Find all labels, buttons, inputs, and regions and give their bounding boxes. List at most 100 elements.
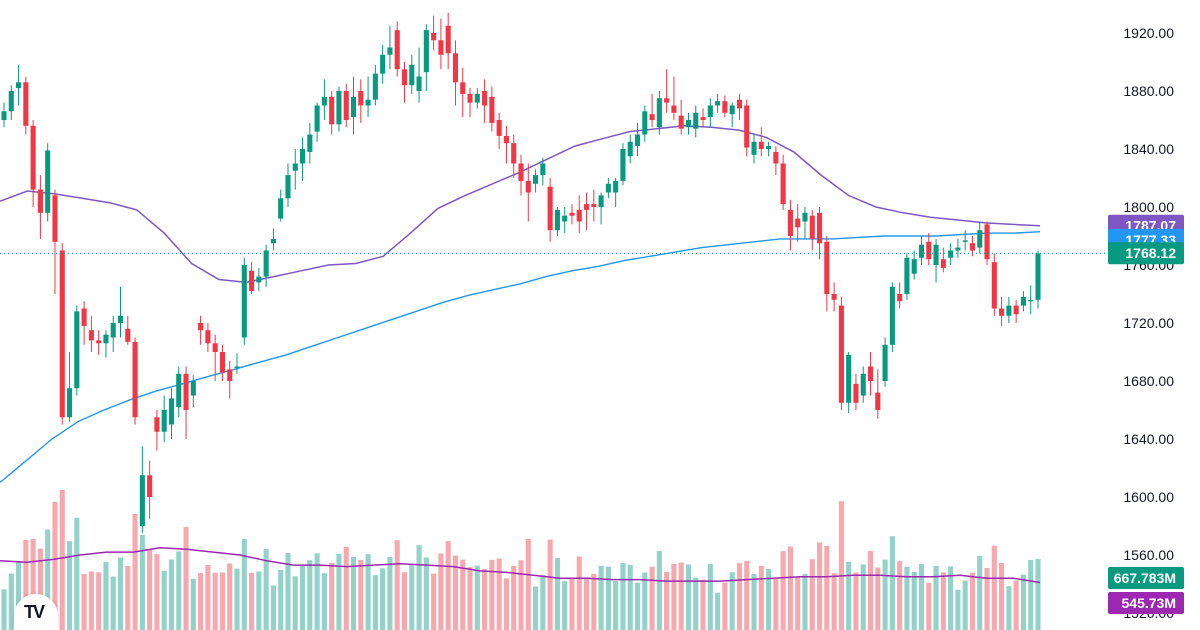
candle <box>212 334 218 381</box>
volume-bar <box>569 577 575 630</box>
volume-bar <box>867 551 874 630</box>
candle-body <box>132 341 138 418</box>
volume-bars <box>1 490 1041 630</box>
volume-bar <box>241 539 247 630</box>
volume-bar <box>1035 559 1041 630</box>
volume-bar <box>1006 586 1012 630</box>
candle-body <box>642 111 648 135</box>
volume-bar <box>518 560 524 630</box>
candle-body <box>882 344 888 381</box>
candle-body <box>270 238 276 244</box>
candle <box>365 76 371 118</box>
volume-bar <box>744 561 750 630</box>
candle-body <box>955 247 961 251</box>
candle <box>329 91 335 135</box>
candle-body <box>940 259 946 268</box>
volume-bar <box>780 551 786 630</box>
candle-body <box>576 209 582 222</box>
volume-bar <box>693 577 699 630</box>
candle-body <box>96 340 102 344</box>
candle <box>37 175 43 239</box>
volume-bar <box>613 581 619 630</box>
candle <box>445 12 451 70</box>
volume-bar <box>940 572 946 630</box>
candle-body <box>482 91 488 106</box>
tradingview-logo[interactable]: TV <box>14 594 58 630</box>
candle <box>802 207 808 239</box>
volume-bar <box>74 517 80 630</box>
candle-body <box>977 230 983 248</box>
candle <box>751 134 757 164</box>
candle-body <box>664 98 670 103</box>
candle-body <box>780 163 786 205</box>
candle-body <box>540 163 546 176</box>
candle <box>16 64 22 106</box>
candle <box>533 169 539 193</box>
candle <box>736 93 742 120</box>
candle-body <box>474 93 480 103</box>
volume-bar <box>948 566 954 630</box>
candle-body <box>824 241 830 294</box>
price-badge-bg <box>1108 592 1184 614</box>
candle <box>474 88 480 109</box>
candle <box>918 236 925 265</box>
candle-body <box>176 373 182 408</box>
candle <box>219 344 225 381</box>
candle-body <box>16 82 22 89</box>
volume-bar <box>161 570 167 630</box>
candle-body <box>583 204 590 210</box>
candle <box>940 247 946 273</box>
candle <box>860 366 866 403</box>
candle <box>518 154 524 196</box>
candle-body <box>321 96 327 106</box>
candle <box>482 79 488 123</box>
candle-body <box>678 115 684 129</box>
volume-bar <box>256 571 262 630</box>
volume-bar <box>474 565 480 630</box>
candle-body <box>489 96 495 123</box>
candle-body <box>715 101 721 106</box>
candle <box>671 76 677 120</box>
candle-body <box>52 195 58 242</box>
candle-body <box>190 381 196 396</box>
candle-body <box>1006 305 1012 316</box>
candle-body <box>278 198 284 219</box>
candle <box>300 137 306 181</box>
candle <box>678 99 684 135</box>
volume-bar <box>23 540 29 630</box>
volume-bar <box>314 553 320 630</box>
volume-bar <box>45 529 51 630</box>
volume-bar <box>278 569 284 630</box>
candle-body <box>380 54 386 74</box>
volume-bar <box>634 582 641 630</box>
candle <box>147 460 153 519</box>
candlestick-series <box>1 12 1041 534</box>
ma-short-line <box>0 125 1041 284</box>
volume-bar <box>132 514 138 630</box>
candle <box>911 250 917 280</box>
candle-body <box>722 101 728 113</box>
candle <box>503 125 509 164</box>
candle <box>234 353 240 374</box>
volume-bar <box>117 557 124 630</box>
candle-body <box>154 417 160 432</box>
candle <box>227 360 233 399</box>
volume-bar <box>809 559 815 630</box>
volume-bar <box>380 568 386 630</box>
candle-body <box>249 270 255 292</box>
candle-body <box>205 330 211 344</box>
volume-bar <box>729 572 735 630</box>
candle-body <box>74 311 80 389</box>
price-tick-label: 1800.00 <box>1123 199 1174 215</box>
candle <box>722 95 728 118</box>
candle-body <box>911 259 917 274</box>
candle-body <box>467 93 473 103</box>
candle <box>372 64 378 106</box>
candle-body <box>962 240 968 242</box>
candle-body <box>656 98 662 128</box>
volume-bar <box>350 557 357 630</box>
candle-body <box>234 366 240 368</box>
candle <box>74 305 80 396</box>
